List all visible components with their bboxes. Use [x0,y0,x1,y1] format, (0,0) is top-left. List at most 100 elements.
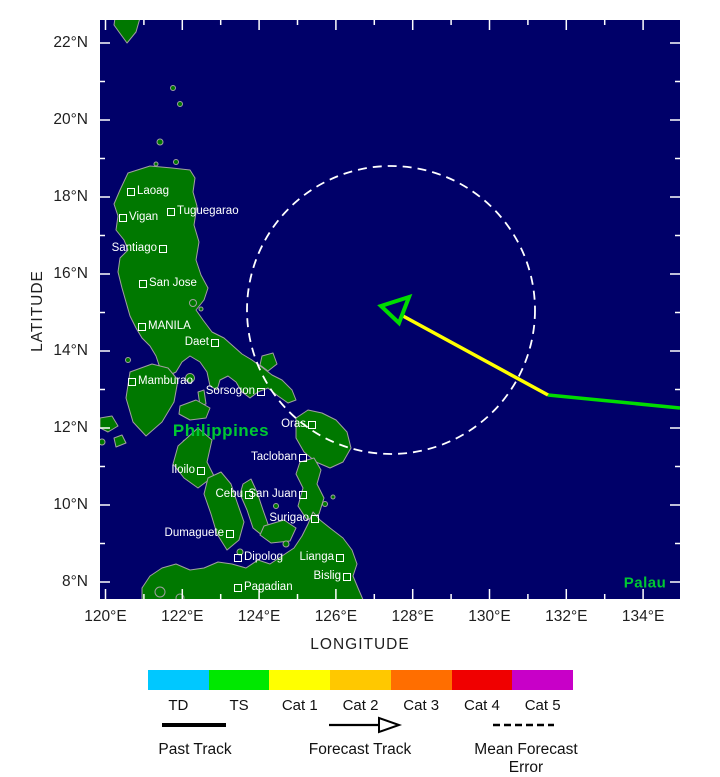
colorbar-segment-cat-4 [451,670,513,690]
y-tick-label: 12°N [53,419,88,436]
category-label-ts: TS [229,697,249,714]
land-babuyan-island [173,159,179,165]
city-marker-san-juan [299,491,307,499]
city-label-san-jose: San Jose [149,277,197,289]
city-marker-mamburao [128,378,136,386]
land-babuyan-island [177,101,183,107]
city-label-dipolog: Dipolog [244,551,283,563]
land-negros [203,471,245,551]
land-camiguin [282,540,290,548]
city-marker-dumaguete [226,530,234,538]
land-calamian [100,438,106,446]
city-label-tacloban: Tacloban [250,451,297,463]
city-label-cebu: Cebu [215,488,244,500]
region-label-palau: Palau [623,574,667,592]
y-tick-label: 18°N [53,188,88,205]
city-label-san-juan: San Juan [248,488,297,500]
forecast-arrowhead-icon [377,293,413,327]
city-label-oras: Oras [281,418,306,430]
past-track-line [547,393,680,410]
y-tick-label: 16°N [53,265,88,282]
land-mindoro [125,363,179,437]
x-axis-title: LONGITUDE [310,636,410,653]
city-marker-vigan [119,214,127,222]
map-canvas: Laoag Vigan Tuguegarao Santiago San Jose MANI… [100,20,680,599]
land-bohol [259,519,297,544]
past-track-caption: Past Track [158,741,232,758]
land-polillo [198,306,204,312]
mean-forecast-error-sample [493,723,554,727]
x-tick-label: 122°E [161,608,204,625]
city-label-iloilo: Iloilo [171,464,195,476]
land-catanduanes [259,352,278,372]
land-masbate [178,399,211,421]
category-label-cat-3: Cat 3 [403,697,440,714]
city-label-pagadian: Pagadian [244,581,293,593]
region-label-philippines: Philippines [172,421,270,440]
x-tick-label: 134°E [621,608,665,625]
city-label-vigan: Vigan [129,211,159,223]
map-graphics [100,20,680,599]
land-dinagat [322,501,328,507]
land-siquijor [236,548,244,556]
land-lubang [125,357,131,363]
city-label-tuguegarao: Tuguegarao [177,205,239,217]
x-tick-label: 120°E [84,608,127,625]
city-label-dumaguete: Dumaguete [164,527,224,539]
y-tick-label: 10°N [53,496,88,513]
colorbar-segment-cat-3 [390,670,452,690]
city-marker-lianga [336,554,344,562]
land-calamian [100,415,119,433]
land-camotes [273,503,279,509]
colorbar-segment-td [148,670,209,690]
city-marker-pagadian [234,584,242,592]
land-samar [295,409,352,469]
mean-forecast-error-caption: Mean Forecast Error [474,741,578,776]
y-tick-label: 8°N [61,573,88,590]
category-label-cat-2: Cat 2 [342,697,379,714]
city-label-laoag: Laoag [137,185,169,197]
city-marker-laoag [127,188,135,196]
colorbar-segment-cat-2 [330,670,391,690]
city-label-surigao: Surigao [269,512,309,524]
city-label-mamburao: Mamburao [138,375,193,387]
city-marker-manila [138,323,146,331]
y-tick-label: 20°N [53,111,88,128]
category-label-td: TD [168,697,189,714]
intensity-colorbar [148,670,574,690]
landmasses [100,20,364,599]
city-label-lianga: Lianga [299,551,334,563]
x-tick-label: 128°E [391,608,434,625]
mean-forecast-error-circle [246,165,536,455]
x-tick-label: 130°E [468,608,511,625]
city-marker-bislig [343,573,351,581]
x-tick-label: 126°E [314,608,358,625]
city-label-daet: Daet [184,336,209,348]
category-label-cat-5: Cat 5 [524,697,561,714]
city-marker-iloilo [197,467,205,475]
land-calamian [113,434,127,448]
colorbar-segment-cat-5 [512,670,574,690]
land-leyte [295,457,325,521]
city-label-manila: MANILA [148,320,191,332]
y-tick-label: 14°N [53,342,88,359]
land-siargao [330,494,336,500]
x-tick-label: 124°E [237,608,281,625]
category-label-cat-4: Cat 4 [463,697,500,714]
city-marker-santiago [159,245,167,253]
city-marker-surigao [311,515,319,523]
land-babuyan-island [156,138,164,146]
y-axis-title: LATITUDE [29,270,46,352]
land-polillo [189,299,197,307]
city-marker-daet [211,339,219,347]
category-label-cat-1: Cat 1 [281,697,318,714]
past-track-sample [162,723,226,727]
forecast-track-line [402,314,549,397]
axis-ticks [100,20,680,599]
land-taiwan-tip [113,20,140,44]
land-basilan [154,586,166,598]
city-marker-oras [308,421,316,429]
land-babuyan-island [153,161,159,167]
x-tick-label: 132°E [545,608,588,625]
y-tick-label: 22°N [53,34,88,51]
